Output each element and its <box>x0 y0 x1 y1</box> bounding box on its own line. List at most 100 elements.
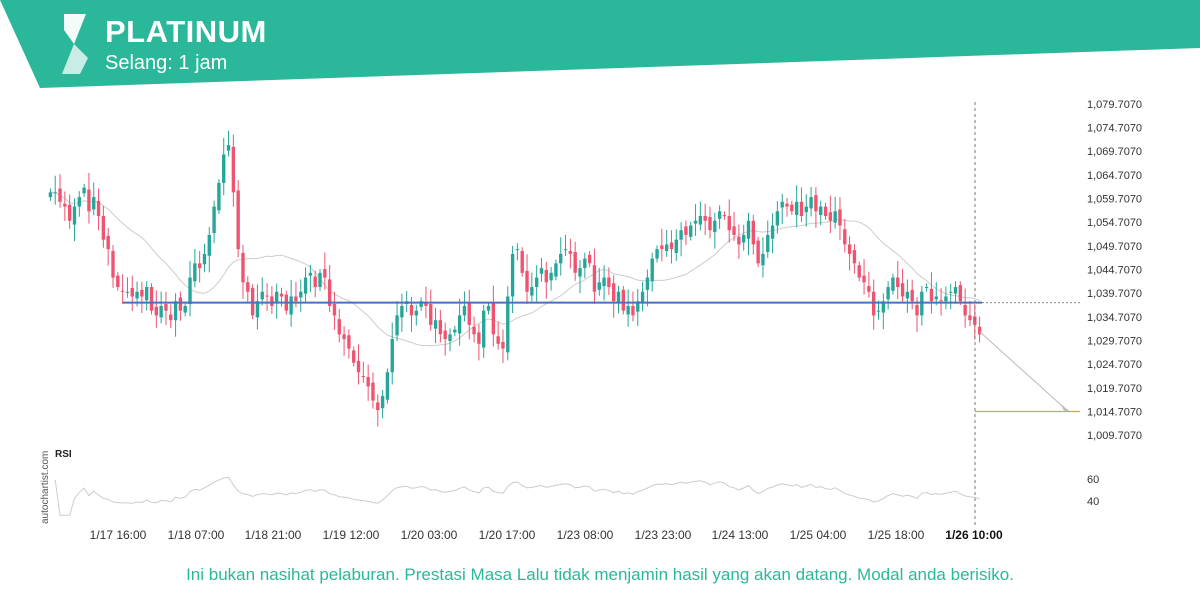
candle-body <box>380 395 385 409</box>
y-tick-label: 1,064.7070 <box>1087 170 1142 182</box>
candle-body <box>111 251 115 278</box>
candle-body <box>342 334 346 340</box>
candle-body <box>58 188 62 202</box>
candle-body <box>645 277 650 290</box>
candle-body <box>453 329 457 333</box>
candle-body <box>713 220 717 233</box>
candle-body <box>457 315 462 334</box>
candle-body <box>135 291 139 299</box>
candle-body <box>708 216 712 231</box>
candle-body <box>636 301 640 312</box>
candle-body <box>766 234 770 252</box>
candle-body <box>847 244 852 254</box>
y-tick-label: 1,029.7070 <box>1087 335 1142 347</box>
candle-body <box>246 282 250 292</box>
candle-body <box>876 310 881 312</box>
rsi-tick-label: 60 <box>1087 474 1099 486</box>
candle-body <box>67 204 72 221</box>
candle-body <box>819 206 823 216</box>
candle-body <box>799 201 804 217</box>
x-tick-label: 1/25 18:00 <box>868 528 925 542</box>
candle-body <box>905 291 910 299</box>
candle-body <box>327 279 332 306</box>
candle-body <box>742 234 746 243</box>
candle-body <box>573 251 577 273</box>
candle-body <box>944 296 948 302</box>
candle-body <box>323 269 327 278</box>
candle-body <box>785 203 789 207</box>
candle-body <box>482 310 486 348</box>
y-tick-label: 1,054.7070 <box>1087 217 1142 229</box>
x-tick-label: 1/20 17:00 <box>479 528 536 542</box>
candle-body <box>559 253 563 264</box>
moving-average-line <box>50 191 980 347</box>
candle-body <box>510 253 515 297</box>
candle-body <box>534 277 539 288</box>
x-tick-label: 1/24 13:00 <box>712 528 769 542</box>
candle-body <box>833 211 837 223</box>
x-axis: 1/17 16:00 1/18 07:00 1/18 21:00 1/19 12:00… <box>90 528 1003 542</box>
candle-body <box>886 287 890 300</box>
candle-body <box>82 187 86 194</box>
candle-body <box>390 339 394 373</box>
x-tick-label: 1/26 10:00 <box>945 528 1003 542</box>
candle-body <box>963 305 967 316</box>
candle-body <box>260 291 264 300</box>
candle-body <box>289 296 293 315</box>
candle-body <box>626 305 630 315</box>
candle-body <box>838 209 842 226</box>
candle-body <box>867 286 871 292</box>
y-tick-label: 1,039.7070 <box>1087 288 1142 300</box>
candle-body <box>530 287 534 296</box>
y-axis: 1,079.7070 1,074.7070 1,069.7070 1,064.7070… <box>1087 99 1142 442</box>
candle-body <box>684 226 688 235</box>
candle-body <box>977 326 982 335</box>
disclaimer-text: Ini bukan nasihat pelaburan. Prestasi Ma… <box>186 565 1014 584</box>
candle-body <box>631 305 635 316</box>
candle-body <box>751 220 755 245</box>
candle-body <box>828 212 833 221</box>
candle-body <box>356 360 361 373</box>
candle-body <box>149 287 154 311</box>
y-tick-label: 1,019.7070 <box>1087 383 1142 395</box>
candle-body <box>154 306 159 316</box>
rsi-label: RSI <box>55 449 72 460</box>
candle-body <box>809 197 813 209</box>
candle-body <box>467 302 471 325</box>
candle-body <box>592 265 597 292</box>
candle-body <box>352 350 356 363</box>
candle-body <box>193 263 197 282</box>
levels-layer <box>123 102 1080 525</box>
candle-body <box>689 225 693 237</box>
candle-body <box>790 204 794 212</box>
candle-body <box>934 296 938 300</box>
header-band-shape <box>0 0 1200 88</box>
candle-body <box>761 253 765 266</box>
forecast-arrow-head <box>1060 403 1070 412</box>
candle-body <box>612 283 616 302</box>
candle-body <box>130 287 134 297</box>
candle-body <box>275 291 279 303</box>
candle-body <box>101 216 106 240</box>
candle-body <box>419 301 423 307</box>
candle-body <box>197 263 202 269</box>
candle-body <box>722 215 727 217</box>
candle-body <box>669 242 674 250</box>
candle-body <box>183 305 187 313</box>
candle-body <box>698 216 703 225</box>
y-tick-label: 1,024.7070 <box>1087 359 1142 371</box>
candle-body <box>549 272 553 281</box>
candle-body <box>395 315 399 336</box>
candle-body <box>583 258 587 269</box>
candle-body <box>231 146 236 193</box>
candle-body <box>900 283 905 297</box>
candle-body <box>53 192 57 194</box>
x-tick-label: 1/23 08:00 <box>557 528 614 542</box>
candle-body <box>173 301 178 321</box>
candle-body <box>303 277 308 294</box>
candle-body <box>968 315 972 321</box>
candles-layer <box>48 130 982 427</box>
y-tick-label: 1,069.7070 <box>1087 146 1142 158</box>
autochartist-logo-icon <box>62 14 88 74</box>
candle-body <box>188 277 192 305</box>
